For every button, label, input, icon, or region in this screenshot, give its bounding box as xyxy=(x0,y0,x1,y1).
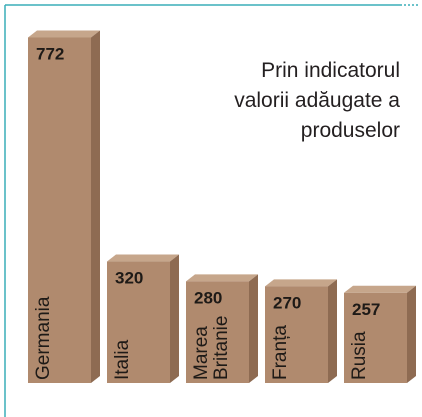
bar xyxy=(186,274,258,383)
value-label: 280 xyxy=(194,288,222,307)
bar-top xyxy=(186,274,258,282)
bar xyxy=(107,254,179,383)
value-label: 270 xyxy=(273,293,301,312)
bar xyxy=(265,279,337,383)
category-label: Marea Britanie xyxy=(191,315,232,380)
bar-top xyxy=(265,279,337,287)
bar-front xyxy=(344,292,407,383)
bar xyxy=(344,285,416,383)
bar-side xyxy=(328,279,337,383)
bar-top xyxy=(107,254,179,262)
bar-side xyxy=(407,285,416,383)
bar-front xyxy=(265,286,328,383)
bar-front xyxy=(107,261,170,383)
bar-side xyxy=(91,30,100,383)
value-label: 320 xyxy=(115,269,143,288)
bar-top xyxy=(344,285,416,293)
bar-front xyxy=(28,37,91,383)
category-label: Italia xyxy=(112,339,133,380)
category-label: Germania xyxy=(33,296,54,380)
value-label: 257 xyxy=(352,300,380,319)
bar-side xyxy=(170,254,179,383)
bar-top xyxy=(28,30,100,38)
value-label: 772 xyxy=(36,44,64,63)
bar xyxy=(28,30,100,383)
category-label: Rusia xyxy=(349,331,370,380)
category-label: Franța xyxy=(270,325,291,380)
chart-title: Prin indicatorul valorii adăugate a prod… xyxy=(234,59,400,142)
bar-front xyxy=(186,281,249,383)
bar-side xyxy=(249,274,258,383)
